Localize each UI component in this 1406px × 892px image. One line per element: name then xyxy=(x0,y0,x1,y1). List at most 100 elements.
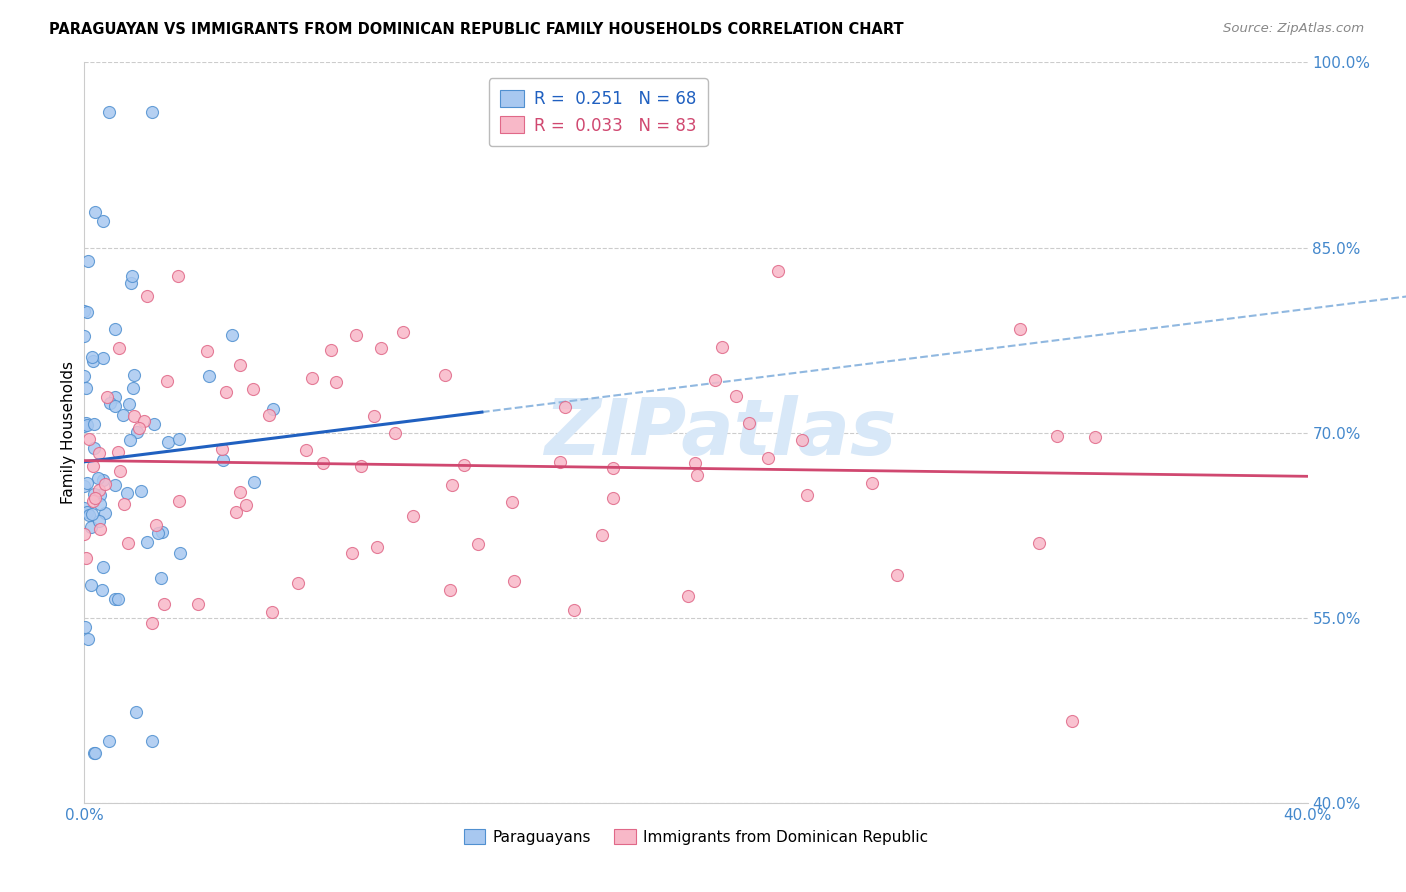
Point xyxy=(89,488,111,502)
Point xyxy=(104,390,127,404)
Point xyxy=(75,417,97,431)
Point xyxy=(82,494,104,508)
Point xyxy=(141,615,163,630)
Point xyxy=(215,384,238,399)
Point xyxy=(157,434,180,449)
Point xyxy=(118,397,141,411)
Point xyxy=(169,493,191,508)
Point xyxy=(97,104,120,119)
Point xyxy=(554,400,576,414)
Point xyxy=(83,205,105,219)
Point xyxy=(87,514,110,528)
Point xyxy=(562,603,585,617)
Point xyxy=(312,456,335,470)
Point xyxy=(434,368,457,382)
Point xyxy=(796,488,818,502)
Point xyxy=(392,326,415,340)
Point xyxy=(152,525,174,540)
Point xyxy=(104,322,127,336)
Point xyxy=(149,571,172,585)
Y-axis label: Family Households: Family Households xyxy=(60,361,76,504)
Point xyxy=(89,497,111,511)
Point xyxy=(325,375,347,389)
Point xyxy=(76,505,98,519)
Point xyxy=(153,597,176,611)
Point xyxy=(117,536,139,550)
Point xyxy=(83,747,105,761)
Point xyxy=(790,433,813,447)
Point xyxy=(97,734,120,748)
Point xyxy=(228,484,250,499)
Point xyxy=(83,417,105,431)
Point xyxy=(143,417,166,431)
Point xyxy=(169,546,191,560)
Point xyxy=(87,471,110,485)
Point xyxy=(80,507,103,521)
Point xyxy=(112,497,135,511)
Point xyxy=(73,369,96,384)
Point xyxy=(73,419,96,434)
Point xyxy=(676,589,699,603)
Point xyxy=(363,409,385,423)
Point xyxy=(738,416,761,430)
Point xyxy=(350,459,373,474)
Point xyxy=(242,475,264,489)
Point xyxy=(235,499,257,513)
Point xyxy=(89,522,111,536)
Point xyxy=(319,343,342,357)
Point xyxy=(1046,429,1069,443)
Point xyxy=(98,396,121,410)
Point xyxy=(121,268,143,283)
Point xyxy=(80,520,103,534)
Point xyxy=(83,441,105,455)
Point xyxy=(1028,536,1050,550)
Legend: Paraguayans, Immigrants from Dominican Republic: Paraguayans, Immigrants from Dominican R… xyxy=(457,823,935,851)
Point xyxy=(77,254,100,268)
Point xyxy=(75,551,97,566)
Point xyxy=(83,491,105,505)
Point xyxy=(107,445,129,459)
Point xyxy=(91,473,114,487)
Point xyxy=(257,408,280,422)
Point xyxy=(1060,714,1083,728)
Point xyxy=(120,433,142,447)
Point xyxy=(295,442,318,457)
Point xyxy=(115,486,138,500)
Point xyxy=(860,475,883,490)
Point xyxy=(104,478,127,492)
Point xyxy=(591,528,613,542)
Point xyxy=(129,483,152,498)
Point xyxy=(75,381,97,395)
Text: PARAGUAYAN VS IMMIGRANTS FROM DOMINICAN REPUBLIC FAMILY HOUSEHOLDS CORRELATION C: PARAGUAYAN VS IMMIGRANTS FROM DOMINICAN … xyxy=(49,22,904,37)
Point xyxy=(711,340,734,354)
Point xyxy=(167,432,190,446)
Point xyxy=(94,476,117,491)
Point xyxy=(80,578,103,592)
Point xyxy=(84,747,107,761)
Point xyxy=(107,592,129,607)
Point xyxy=(83,486,105,500)
Point xyxy=(89,446,111,460)
Text: ZIPatlas: ZIPatlas xyxy=(544,394,897,471)
Point xyxy=(128,420,150,434)
Point xyxy=(221,328,243,343)
Point xyxy=(195,344,218,359)
Point xyxy=(198,369,221,384)
Point xyxy=(501,495,523,509)
Point xyxy=(77,508,100,522)
Point xyxy=(724,389,747,403)
Point xyxy=(548,455,571,469)
Point xyxy=(683,456,706,470)
Point xyxy=(768,264,790,278)
Point xyxy=(125,425,148,440)
Point xyxy=(602,461,624,475)
Point xyxy=(77,632,100,646)
Point xyxy=(136,535,159,549)
Point xyxy=(141,734,163,748)
Point xyxy=(402,509,425,524)
Point xyxy=(77,432,100,446)
Point xyxy=(441,478,464,492)
Point xyxy=(121,381,143,395)
Point xyxy=(136,289,159,303)
Point xyxy=(166,269,188,284)
